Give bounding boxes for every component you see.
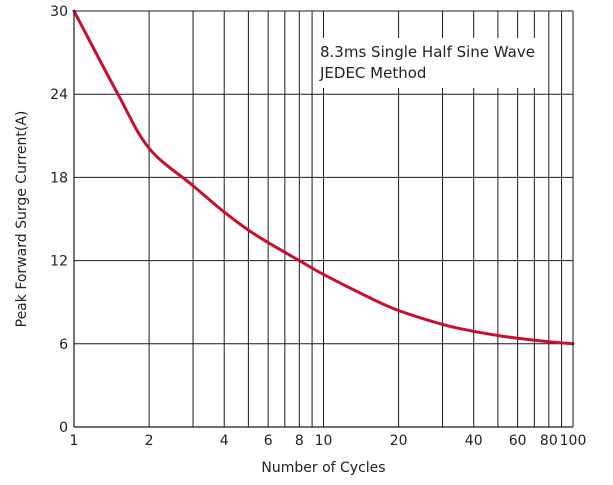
series-line — [72, 9, 575, 346]
series-layer — [72, 9, 575, 346]
x-tick-label: 20 — [390, 433, 408, 449]
y-axis-ticks: 0 6 12 18 24 30 — [50, 4, 68, 436]
y-axis-title: Peak Forward Surge Current(A) — [14, 111, 30, 328]
x-tick-label: 8 — [295, 433, 304, 449]
y-tick-label: 12 — [50, 254, 68, 270]
annotation-background — [314, 38, 546, 88]
x-tick-label: 6 — [264, 433, 273, 449]
x-tick-label: 10 — [315, 433, 333, 449]
x-tick-label: 80 — [540, 433, 558, 449]
x-axis-ticks: 1 2 4 6 8 10 20 40 60 80 100 — [70, 433, 587, 449]
x-tick-label: 100 — [560, 433, 587, 449]
x-tick-label: 60 — [509, 433, 527, 449]
y-tick-label: 6 — [59, 337, 68, 353]
x-tick-label: 2 — [145, 433, 154, 449]
annotation: 8.3ms Single Half Sine Wave JEDEC Method — [314, 38, 546, 88]
y-tick-label: 24 — [50, 87, 68, 103]
x-tick-label: 4 — [220, 433, 229, 449]
y-tick-label: 0 — [59, 420, 68, 436]
annotation-line: JEDEC Method — [319, 64, 426, 82]
y-tick-label: 30 — [50, 4, 68, 20]
annotation-line: 8.3ms Single Half Sine Wave — [320, 43, 535, 61]
x-axis-title: Number of Cycles — [261, 460, 385, 476]
x-tick-label: 1 — [70, 433, 79, 449]
x-tick-label: 40 — [465, 433, 483, 449]
grid — [74, 11, 573, 427]
plot-frame — [73, 10, 574, 428]
y-tick-label: 18 — [50, 170, 68, 186]
